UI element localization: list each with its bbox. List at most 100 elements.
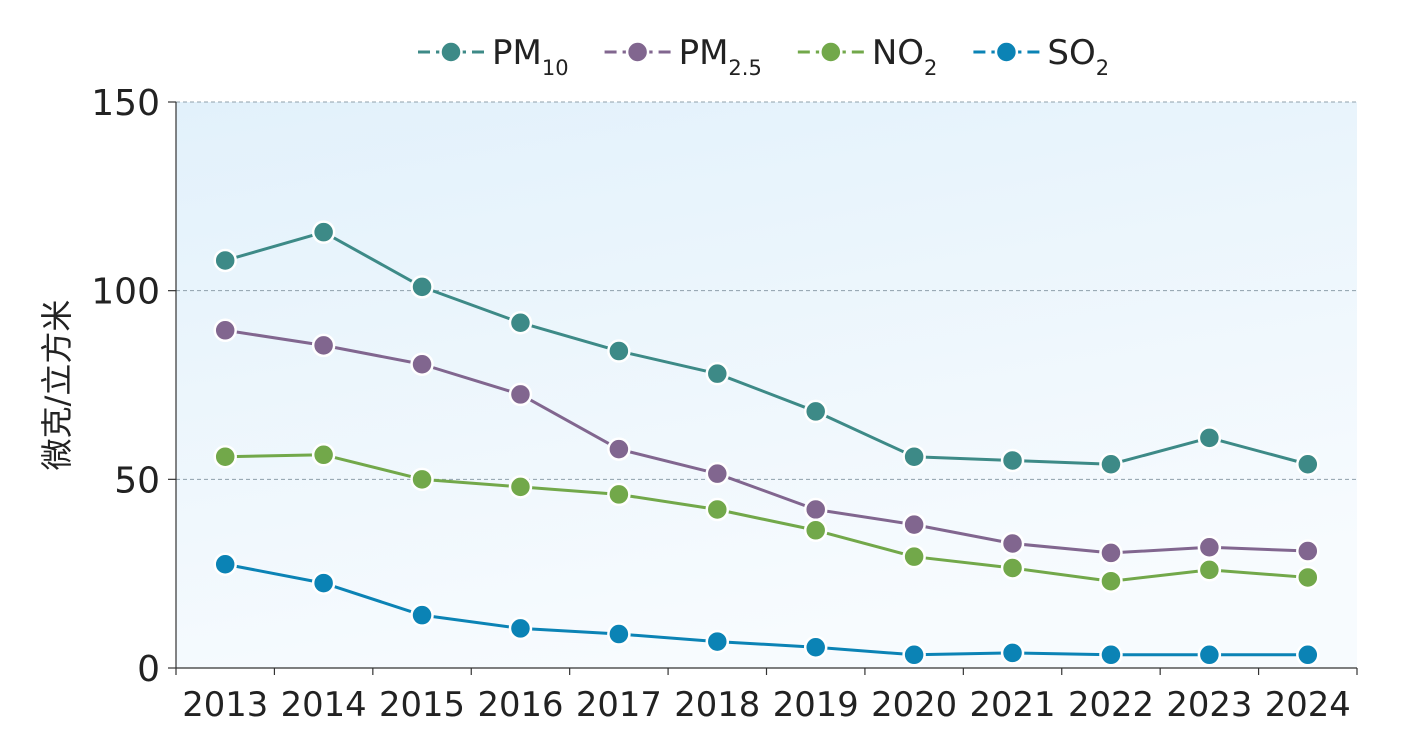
x-tick-label: 2018 [674,685,760,725]
data-point [1296,539,1320,563]
legend-label: SO2 [1047,33,1109,80]
series-2 [213,443,1320,593]
data-point [705,497,730,522]
data-point [902,512,926,537]
data-point [1000,556,1025,580]
data-point [213,318,237,343]
data-point [1296,643,1320,667]
legend-item: NO2 [797,33,938,80]
series-line [224,328,1308,555]
data-point [1099,569,1123,593]
y-axis-label: 微克/立方米 [38,300,76,471]
data-point [1099,541,1123,565]
y-tick-label: 100 [91,272,160,313]
data-point [1000,641,1025,665]
data-point [213,248,237,273]
data-point [705,361,730,386]
data-point [410,467,434,492]
data-point [508,475,533,499]
data-point [1000,531,1025,556]
data-point [1099,643,1123,667]
legend-label: NO2 [872,33,938,80]
legend-label-main: PM [492,33,542,73]
data-point [410,603,434,627]
data-point [607,437,631,461]
y-tick-labels: 0 50 100 150 [91,83,160,690]
data-point [803,399,828,424]
data-point [1296,452,1320,476]
series-3 [213,552,1320,667]
data-point [902,643,926,667]
legend-label-subscript: 2 [924,56,937,80]
data-point [410,275,434,299]
x-tick-label: 2024 [1265,685,1351,725]
data-point [902,544,926,569]
series-line [224,562,1308,657]
data-point [1099,452,1123,476]
legend-item: PM10 [418,33,569,80]
series-0 [213,220,1320,476]
y-tick-label: 50 [114,460,160,501]
legend-item: PM2.5 [604,33,762,80]
data-point [311,333,336,358]
x-tick-label: 2020 [871,685,957,725]
legend-label-subscript: 2 [1096,56,1109,80]
x-tick-label: 2019 [773,685,859,725]
data-point [508,310,533,335]
legend-item: SO2 [973,33,1109,80]
data-point [213,444,237,469]
data-point [508,382,533,407]
data-point [311,571,336,595]
data-point [803,497,828,522]
data-point [705,629,730,654]
gridlines [176,101,1357,480]
x-tick-label: 2022 [1068,685,1154,725]
series-group [213,220,1320,667]
data-point [1000,448,1025,473]
legend-marker [819,40,843,64]
legend-marker [625,40,650,64]
data-point [607,339,631,363]
data-point [410,352,434,376]
axes [168,101,1358,675]
legend-label: PM10 [492,33,569,80]
legend-marker [439,40,463,64]
plot-background [176,102,1357,668]
legend-label-subscript: 10 [542,56,569,80]
data-point [607,482,631,507]
y-tick-label: 0 [137,649,160,690]
data-point [902,444,926,469]
data-point [705,461,730,486]
data-point [803,518,828,543]
series-1 [213,318,1320,565]
data-point [607,622,631,646]
x-tick-label: 2015 [379,685,465,725]
series-line [225,453,1308,583]
x-tick-label: 2023 [1166,685,1252,725]
y-tick-label: 150 [91,83,160,124]
legend-marker [994,40,1019,64]
x-tick-label: 2017 [576,685,662,725]
data-point [311,220,336,244]
legend-label-subscript: 2.5 [728,56,761,80]
data-point [1197,643,1222,667]
data-point [311,443,336,467]
legend-label-main: SO [1047,33,1095,73]
x-tick-labels: 2013 2014 2015 2016 2017 2018 2019 2020 2021 2022… [182,685,1351,725]
x-tick-label: 2013 [182,685,268,725]
legend-label-main: PM [679,33,729,73]
data-point [1197,426,1222,450]
series-line [224,230,1309,466]
legend-label-main: NO [872,33,924,73]
legend: PM10 PM2.5 NO2 SO2 [418,33,1109,80]
x-tick-label: 2021 [970,685,1056,725]
data-point [1197,558,1222,582]
data-point [1296,565,1320,590]
legend-label: PM2.5 [679,33,762,80]
data-point [508,616,533,641]
x-tick-label: 2016 [477,685,563,725]
data-point [1197,535,1222,560]
data-point [213,552,237,576]
x-tick-label: 2014 [281,685,367,725]
